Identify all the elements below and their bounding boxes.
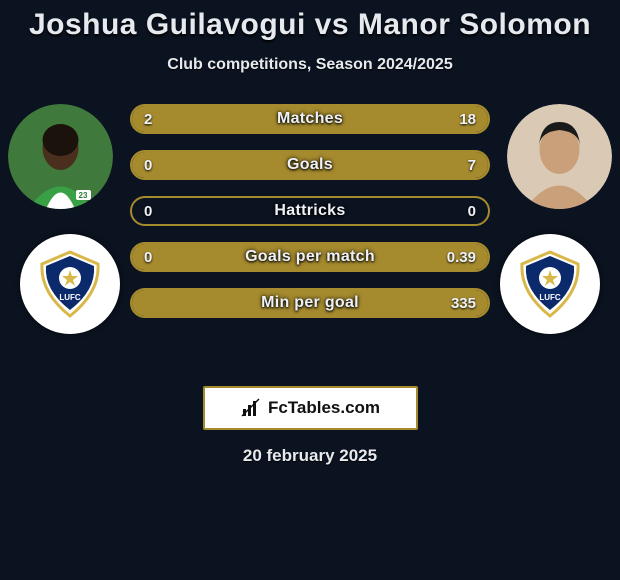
root: Joshua Guilavogui vs Manor Solomon Club … <box>0 0 620 466</box>
bar-chart-icon <box>240 397 262 419</box>
stat-bar: 218Matches <box>130 104 490 134</box>
club-left-crest: LUFC <box>20 234 120 334</box>
player-right-avatar <box>507 104 612 209</box>
page-title: Joshua Guilavogui vs Manor Solomon <box>0 8 620 42</box>
player-right-portrait-icon <box>507 104 612 209</box>
stat-bars: 218Matches 07Goals 00Hattricks 00.39Goals p… <box>130 104 490 334</box>
player-left-portrait-icon: 23 <box>8 104 113 209</box>
stat-bar: 335Min per goal <box>130 288 490 318</box>
page-subtitle: Club competitions, Season 2024/2025 <box>0 56 620 74</box>
svg-text:LUFC: LUFC <box>539 293 561 302</box>
stat-label: Goals per match <box>132 244 488 270</box>
club-right-crest: LUFC <box>500 234 600 334</box>
shield-crest-icon: LUFC <box>514 248 586 320</box>
stat-label: Hattricks <box>132 198 488 224</box>
shield-crest-icon: LUFC <box>34 248 106 320</box>
comparison-panel: 23 LUFC <box>0 104 620 364</box>
stat-label: Goals <box>132 152 488 178</box>
svg-text:LUFC: LUFC <box>59 293 81 302</box>
stat-label: Min per goal <box>132 290 488 316</box>
stat-label: Matches <box>132 106 488 132</box>
stat-bar: 00Hattricks <box>130 196 490 226</box>
source-badge: FcTables.com <box>203 386 418 430</box>
snapshot-date: 20 february 2025 <box>0 446 620 466</box>
stat-bar: 00.39Goals per match <box>130 242 490 272</box>
svg-text:23: 23 <box>79 191 88 200</box>
source-badge-text: FcTables.com <box>268 398 380 418</box>
stat-bar: 07Goals <box>130 150 490 180</box>
player-left-avatar: 23 <box>8 104 113 209</box>
